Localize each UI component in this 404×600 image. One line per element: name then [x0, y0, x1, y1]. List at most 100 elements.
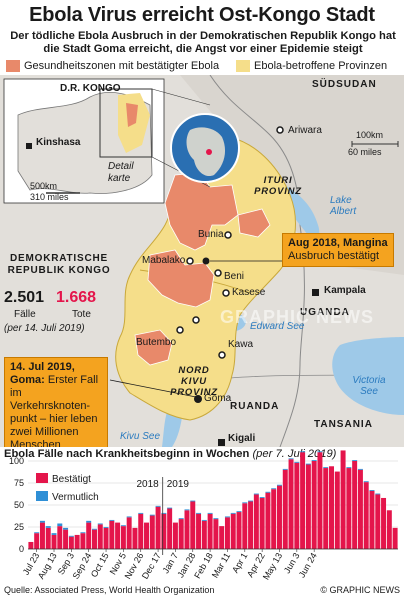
bar-confirmed	[259, 497, 265, 549]
y-tick-label: 100	[9, 456, 24, 466]
city-kigali: Kigali	[228, 433, 256, 444]
label-lake-victoria: Victoria See	[352, 375, 386, 397]
bar-confirmed	[80, 533, 86, 549]
bar-confirmed	[230, 513, 236, 549]
bar-confirmed	[276, 485, 282, 549]
bar-probable	[196, 512, 202, 514]
bar-confirmed	[51, 534, 57, 549]
city-beni: Beni	[224, 271, 245, 282]
legend-provinces-label: Ebola-betroffene Provinzen	[254, 60, 388, 72]
bar-probable	[178, 518, 184, 520]
bar-confirmed	[103, 527, 109, 549]
bar-probable	[375, 493, 381, 495]
bar-confirmed	[28, 541, 34, 549]
legend-zones: Gesundheitszonen mit bestätigter Ebola	[6, 60, 219, 72]
legend-probable-swatch	[36, 491, 48, 501]
bar-confirmed	[253, 494, 259, 549]
y-tick-label: 0	[19, 544, 24, 554]
bar-confirmed	[386, 510, 392, 549]
bar-confirmed	[242, 503, 248, 549]
bar-confirmed	[213, 519, 219, 549]
map: D.R. KONGO Kinshasa Detail karte 500km 3…	[0, 75, 404, 447]
label-ruanda: RUANDA	[230, 401, 280, 412]
year-label-2019: 2019	[167, 479, 190, 490]
callout-mangina: Aug 2018, Mangina Ausbruch bestätigt	[282, 233, 394, 267]
city-kawa: Kawa	[228, 339, 254, 350]
bar-confirmed	[346, 468, 352, 549]
bar-probable	[363, 481, 369, 483]
label-sudsudan: SÜDSUDAN	[312, 79, 377, 90]
bar-probable	[224, 516, 230, 518]
bar-probable	[57, 523, 63, 527]
inset-country-label: D.R. KONGO	[60, 83, 121, 94]
bar-probable	[253, 493, 259, 495]
bar-probable	[126, 516, 132, 518]
stat-cases-label: Fälle	[14, 309, 36, 320]
callout-goma-title: 14. Jul 2019, Goma:	[10, 361, 75, 386]
label-ituri: ITURI PROVINZ	[254, 175, 302, 197]
bar-confirmed	[184, 510, 190, 549]
x-tick-label: Oct 15	[89, 551, 111, 579]
city-goma: Goma	[204, 393, 232, 404]
stat-deaths-label: Tote	[72, 309, 91, 320]
bar-confirmed	[224, 517, 230, 549]
bar-probable	[45, 526, 51, 528]
bar-confirmed	[68, 536, 74, 549]
scale-km: 100km	[356, 130, 384, 140]
bar-probable	[213, 518, 219, 520]
city-mabalako: Mabalako	[142, 255, 186, 266]
bar-probable	[369, 490, 375, 491]
bar-confirmed	[97, 524, 103, 549]
legend-provinces: Ebola-betroffene Provinzen	[236, 60, 387, 72]
bar-confirmed	[329, 466, 335, 549]
legend-probable-label: Vermutlich	[52, 492, 99, 503]
bar-confirmed	[375, 494, 381, 549]
bar-confirmed	[91, 529, 97, 549]
bar-probable	[68, 535, 74, 537]
bar-confirmed	[381, 497, 387, 549]
chart-title-text: Ebola Fälle nach Krankheitsbeginn in Woc…	[4, 448, 250, 460]
bar-confirmed	[294, 462, 300, 549]
bar-probable	[323, 467, 329, 469]
legend-zones-label: Gesundheitszonen mit bestätigter Ebola	[24, 60, 220, 72]
y-tick-label: 50	[14, 500, 24, 510]
y-tick-label: 75	[14, 478, 24, 488]
city-bunia: Bunia	[198, 229, 224, 240]
bar-confirmed	[161, 513, 167, 549]
inset-scale-km: 500km	[30, 181, 58, 191]
bar-probable	[300, 451, 306, 453]
callout-goma: 14. Jul 2019, Goma: Erster Fall im Verke…	[4, 357, 108, 447]
bar-probable	[51, 533, 57, 535]
legend-provinces-swatch	[236, 60, 250, 72]
label-drc: DEMOKRATISCHE REPUBLIK KONGO	[7, 253, 111, 276]
bar-probable	[155, 505, 161, 507]
bar-probable	[80, 532, 86, 534]
bar-probable	[190, 500, 196, 502]
watermark: GRAPHIC NEWS	[220, 307, 375, 327]
chart-title: Ebola Fälle nach Krankheitsbeginn in Woc…	[4, 448, 336, 460]
bar-confirmed	[271, 489, 277, 549]
bar-probable	[317, 451, 323, 453]
bar-probable	[242, 502, 248, 504]
stat-date: (per 14. Juli 2019)	[4, 323, 85, 334]
bar-probable	[97, 523, 103, 525]
bar-confirmed	[86, 522, 92, 549]
bar-confirmed	[219, 526, 225, 549]
label-lake-kivu: Kivu See	[120, 431, 161, 442]
scale-mi: 60 miles	[348, 147, 382, 157]
chart-subtitle: (per 7. Juli 2019)	[252, 448, 337, 460]
city-kasese: Kasese	[232, 287, 266, 298]
bar-probable	[305, 463, 311, 465]
bar-probable	[167, 507, 173, 509]
bar-confirmed	[115, 522, 121, 549]
label-lake-edward: Edward See	[250, 321, 305, 332]
bar-probable	[207, 512, 213, 514]
bar-confirmed	[144, 522, 150, 549]
city-ariwara: Ariwara	[288, 125, 322, 136]
bar-confirmed	[155, 506, 161, 549]
bar-probable	[357, 468, 363, 470]
bar-confirmed	[236, 512, 242, 549]
bar-probable	[346, 467, 352, 469]
callout-mangina-title: Aug 2018, Mangina	[288, 237, 388, 249]
